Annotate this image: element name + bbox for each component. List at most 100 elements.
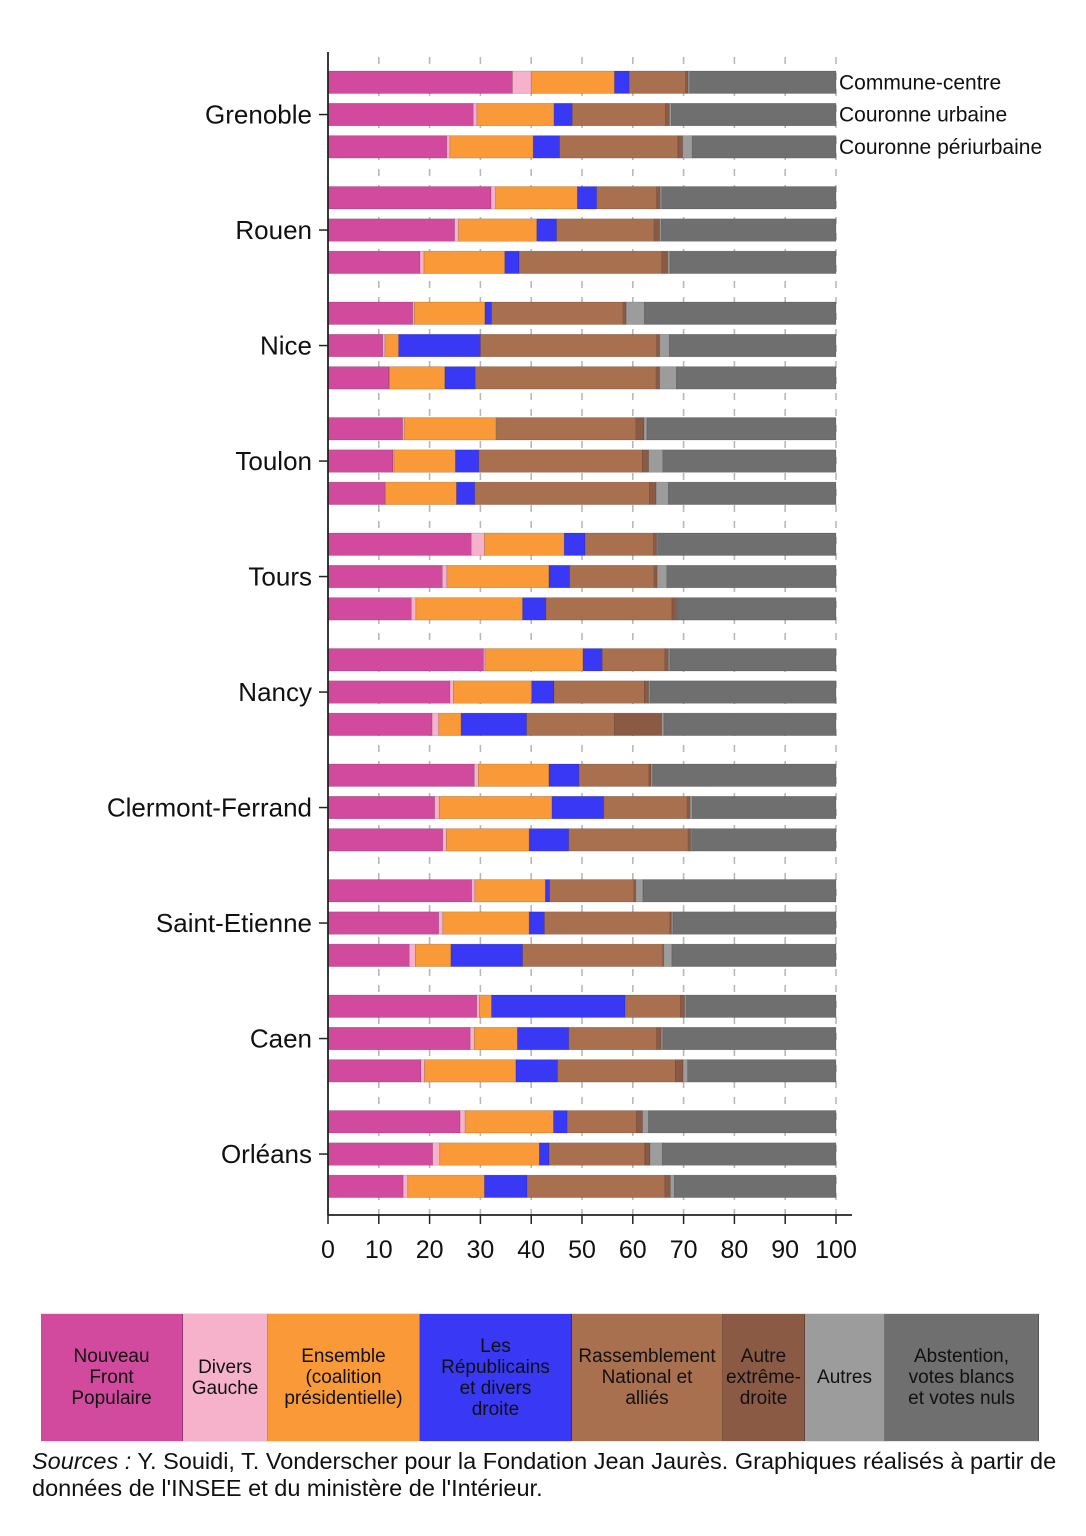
- bar-segment: [557, 1059, 676, 1083]
- bar-segment: [393, 449, 456, 473]
- bar-segment: [556, 218, 655, 242]
- bar-segment: [474, 1027, 518, 1051]
- legend-item-label: Les Républicains et divers droite: [441, 1335, 550, 1420]
- bar-segment: [677, 597, 837, 621]
- bar-segment: [662, 449, 837, 473]
- bar-segment: [596, 186, 657, 210]
- bar-segment: [662, 1027, 837, 1051]
- bar-segment: [644, 1142, 651, 1166]
- bar-segment: [402, 1174, 409, 1198]
- bar-segment: [671, 943, 837, 967]
- bar-segment: [475, 366, 657, 390]
- bar-segment: [327, 1027, 471, 1051]
- bar-segment: [674, 1174, 837, 1198]
- bar-segment: [668, 481, 837, 505]
- row-label: Commune-centre: [839, 71, 1001, 94]
- bar-segment: [659, 333, 670, 358]
- bar-segment: [624, 994, 681, 1018]
- city-label: Grenoble: [205, 100, 312, 130]
- bar-segment: [691, 795, 837, 820]
- bar-segment: [657, 532, 837, 556]
- bar-segment: [327, 366, 390, 390]
- bar-segment: [327, 828, 444, 852]
- bar-segment: [327, 994, 478, 1018]
- bar-segment: [327, 1059, 422, 1083]
- bar-segment: [676, 597, 678, 621]
- bar-segment: [438, 795, 553, 820]
- legend-item: Divers Gauche: [183, 1314, 268, 1441]
- source-label: Sources :: [32, 1448, 132, 1474]
- x-tick-label: 90: [771, 1236, 799, 1264]
- bar-segment: [664, 648, 669, 672]
- bar-segment: [635, 879, 644, 903]
- bar-segment: [530, 70, 615, 94]
- bar-segment: [515, 1059, 558, 1083]
- bar-segment: [424, 1059, 517, 1083]
- bar-segment: [491, 994, 626, 1018]
- legend: Nouveau Front Populaire Divers Gauche Ense…: [41, 1313, 1039, 1442]
- bar-segment: [454, 218, 459, 242]
- bar-segment: [544, 911, 671, 935]
- bar-segment: [495, 186, 578, 210]
- bar-segment: [660, 218, 837, 242]
- bar-segment: [532, 135, 560, 159]
- bar-segment: [327, 879, 473, 903]
- bar-segment: [653, 564, 658, 589]
- bar-segment: [649, 1142, 663, 1166]
- bar-segment: [327, 218, 455, 242]
- bar-segment: [438, 712, 462, 736]
- bar-segment: [327, 1174, 404, 1198]
- bar-segment: [471, 879, 476, 903]
- bar-segment: [669, 333, 837, 358]
- bar-segment: [568, 1027, 657, 1051]
- bar-segment: [327, 70, 513, 94]
- legend-item: Rassemblement National et alliés: [572, 1314, 723, 1441]
- bar-segment: [686, 795, 691, 820]
- bar-segment: [327, 597, 412, 621]
- bar-segment: [444, 366, 476, 390]
- bar-segment: [614, 70, 630, 94]
- bar-segment: [464, 1110, 554, 1134]
- legend-item: Autre extrême- droite: [723, 1314, 805, 1441]
- bar-segment: [407, 1174, 485, 1198]
- bar-segment: [659, 366, 677, 390]
- city-label: Clermont-Ferrand: [107, 793, 312, 823]
- bar-segment: [423, 250, 506, 274]
- bar-segment: [661, 250, 669, 274]
- bar-segment: [653, 532, 657, 556]
- bar-segment: [459, 1110, 466, 1134]
- bar-segment: [327, 911, 440, 935]
- bar-segment: [682, 135, 693, 159]
- bar-segment: [646, 417, 837, 441]
- bar-segment: [577, 186, 598, 210]
- bar-segment: [578, 763, 650, 787]
- bar-segment: [656, 564, 668, 589]
- bar-segment: [522, 943, 664, 967]
- bar-segment: [582, 648, 603, 672]
- bar-segment: [434, 795, 440, 820]
- bar-segment: [584, 532, 654, 556]
- source-text: Y. Souidi, T. Vonderscher pour la Fondat…: [32, 1448, 1057, 1501]
- bar-segment: [642, 1110, 649, 1134]
- bar-segment: [635, 417, 645, 441]
- bar-segment: [446, 564, 550, 589]
- bar-segment: [669, 911, 672, 935]
- legend-item: Nouveau Front Populaire: [41, 1314, 183, 1441]
- bar-segment: [644, 301, 837, 325]
- x-tick-label: 50: [568, 1236, 596, 1264]
- bar-segment: [690, 828, 693, 852]
- bar-segment: [456, 481, 476, 505]
- bar-segment: [512, 70, 532, 94]
- bar-segment: [553, 680, 645, 704]
- bar-segment: [495, 417, 637, 441]
- source-note: Sources : Y. Souidi, T. Vonderscher pour…: [32, 1448, 1072, 1502]
- bar-segment: [526, 712, 615, 736]
- city-label: Toulon: [235, 446, 312, 476]
- city-label: Nancy: [238, 677, 312, 707]
- bar-segment: [553, 103, 573, 127]
- bar-segment: [327, 1110, 461, 1134]
- bar-segment: [449, 135, 534, 159]
- bar-segment: [614, 712, 663, 736]
- city-label: Caen: [250, 1024, 312, 1054]
- bar-segment: [689, 70, 837, 94]
